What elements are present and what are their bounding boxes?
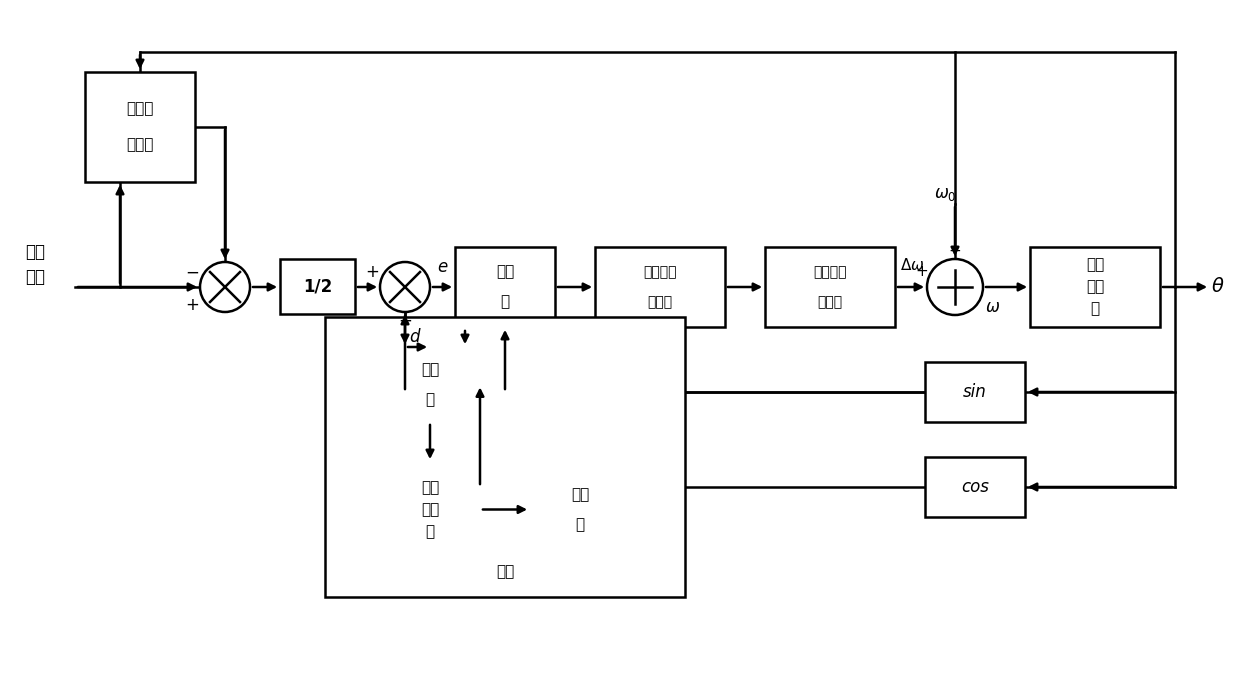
Bar [925, 457, 1025, 517]
Bar [280, 259, 355, 314]
Bar [765, 247, 895, 327]
Text: 器: 器 [425, 524, 434, 539]
Text: sin: sin [963, 383, 987, 401]
Text: 滤波器: 滤波器 [647, 295, 672, 309]
Text: $\Delta\omega$: $\Delta\omega$ [900, 257, 924, 273]
Bar [595, 247, 725, 327]
Text: 幅值: 幅值 [496, 565, 515, 580]
Text: $e$: $e$ [438, 258, 449, 276]
Text: $\omega_0$: $\omega_0$ [934, 185, 956, 203]
Text: $+$: $+$ [185, 296, 200, 314]
Text: 第一: 第一 [420, 480, 439, 495]
Text: $-$: $-$ [398, 311, 412, 329]
Circle shape [928, 259, 983, 315]
Bar [379, 347, 480, 422]
Text: 第二: 第二 [1086, 258, 1104, 273]
Bar [1030, 247, 1159, 327]
Bar [925, 362, 1025, 422]
Text: $+$: $+$ [915, 265, 929, 280]
Text: 1/2: 1/2 [303, 278, 332, 295]
Text: cos: cos [961, 478, 990, 496]
Text: 乘法: 乘法 [570, 487, 589, 502]
Text: $-$: $-$ [185, 263, 200, 281]
Text: 信号: 信号 [25, 268, 45, 286]
Text: 积分: 积分 [420, 502, 439, 517]
Text: 比例积分: 比例积分 [813, 265, 847, 279]
Text: 器: 器 [501, 295, 510, 310]
Text: 延时移: 延时移 [126, 102, 154, 117]
Text: $+$: $+$ [365, 263, 379, 281]
Bar [455, 247, 556, 327]
Text: 乘法: 乘法 [420, 362, 439, 377]
Circle shape [200, 262, 250, 312]
Bar [379, 462, 480, 557]
Bar [529, 462, 630, 557]
Text: 器: 器 [425, 392, 434, 407]
Text: 滑动平均: 滑动平均 [644, 265, 677, 279]
Bar [86, 72, 195, 182]
Circle shape [379, 262, 430, 312]
Bar [325, 317, 684, 597]
Text: $d$: $d$ [409, 328, 422, 346]
Text: 乘法: 乘法 [496, 265, 515, 280]
Text: 控制器: 控制器 [817, 295, 842, 309]
Text: $\theta$: $\theta$ [1211, 278, 1225, 297]
Text: 器: 器 [1090, 301, 1100, 316]
Text: $+$: $+$ [949, 243, 961, 258]
Text: 器: 器 [575, 517, 584, 532]
Text: 相模块: 相模块 [126, 138, 154, 153]
Text: 积分: 积分 [1086, 280, 1104, 295]
Text: $\omega$: $\omega$ [986, 298, 1001, 316]
Text: 输入: 输入 [25, 243, 45, 261]
